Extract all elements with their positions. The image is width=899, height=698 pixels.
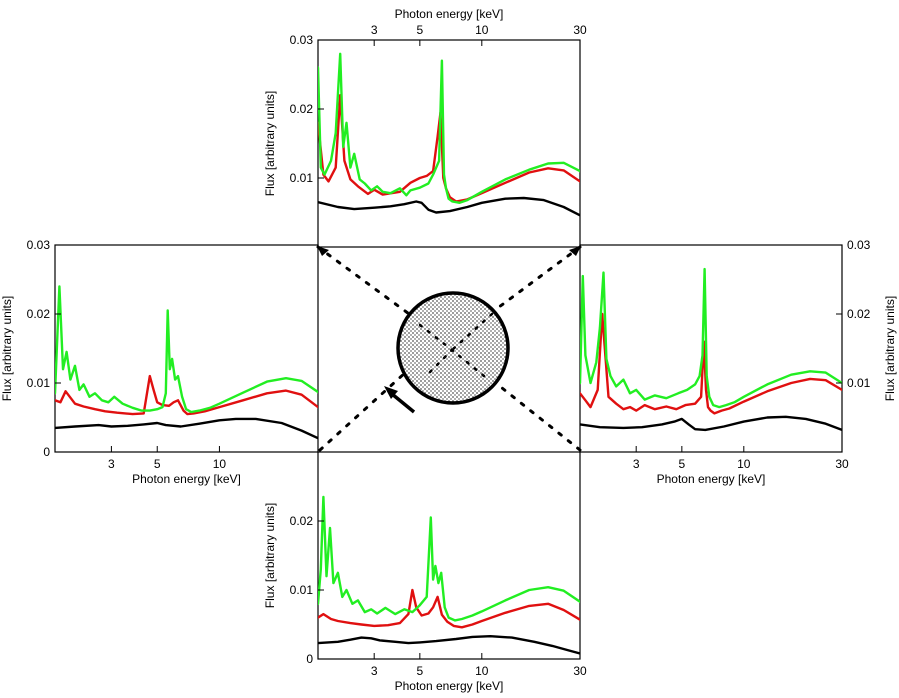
series-line-black [55, 417, 318, 440]
series-line-black [580, 415, 842, 432]
series-line-black [318, 196, 580, 217]
projection-line-bottom-left [318, 370, 408, 452]
projection-line-top-right [493, 245, 582, 312]
x-tick-label: 3 [633, 457, 640, 471]
x-tick-label: 30 [573, 664, 587, 678]
y-tick-label: 0.03 [847, 238, 871, 252]
x-tick-label: 10 [737, 457, 751, 471]
x-tick-label: 5 [154, 457, 161, 471]
center-diagram [316, 245, 582, 452]
series-line-black [318, 635, 580, 655]
series-line-red [318, 94, 580, 203]
x-tick-label: 10 [475, 23, 489, 37]
arrow-tips [317, 246, 581, 256]
y-axis-title: Flux [arbitrary units] [263, 503, 277, 608]
panel-right: 3 5 10 30 Photon energy [keV] 0.01 0.02 0.03 Flu… [579, 238, 897, 486]
panel-bottom: 3 5 10 30 Photon energy [keV] 0 0.01 0.02 Flux [… [263, 451, 587, 693]
series-line-green [318, 52, 580, 204]
y-tick-label: 0.01 [27, 376, 51, 390]
series-group [318, 52, 580, 217]
y-tick-label: 0.01 [847, 376, 871, 390]
panel-top: 3 5 10 30 Photon energy [keV] 0.01 0.02 0.03 Flu… [263, 7, 587, 248]
x-tick-label: 30 [573, 23, 587, 37]
x-tick-label: 30 [835, 457, 849, 471]
y-tick-label: 0 [43, 445, 50, 459]
x-tick-label: 3 [371, 664, 378, 678]
plot-frame [54, 244, 319, 453]
projection-line-top-left [316, 245, 422, 324]
x-axis-title: Photon energy [keV] [132, 472, 241, 486]
incident-arrow [384, 386, 416, 414]
y-axis-title: Flux [arbitrary units] [0, 296, 14, 401]
series-line-green [55, 285, 318, 414]
y-tick-label: 0.01 [290, 171, 314, 185]
plot-frame [317, 39, 581, 248]
plot-frame [579, 244, 843, 453]
x-axis-title: Photon energy [keV] [657, 472, 766, 486]
x-tick-label: 5 [417, 664, 424, 678]
arrow-tip-top-right [569, 246, 581, 256]
series-line-green [580, 267, 842, 409]
y-tick-label: 0.01 [290, 583, 314, 597]
x-tick-label: 3 [371, 23, 378, 37]
projection-lines [316, 245, 582, 452]
x-tick-label: 5 [417, 23, 424, 37]
disk-inner-lines [418, 312, 494, 378]
y-tick-label: 0.02 [290, 514, 314, 528]
series-line-red [580, 312, 842, 415]
series-group [318, 495, 580, 655]
arrow-tip-top-left [317, 246, 329, 256]
y-axis-title: Flux [arbitrary units] [883, 296, 897, 401]
y-axis-title: Flux [arbitrary units] [263, 91, 277, 196]
y-tick-label: 0.03 [27, 238, 51, 252]
y-tick-label: 0.02 [290, 102, 314, 116]
plot-frame [317, 451, 581, 660]
x-tick-label: 10 [213, 457, 227, 471]
y-tick-label: 0.03 [290, 33, 314, 47]
series-group [580, 267, 842, 432]
y-tick-label: 0.02 [27, 307, 51, 321]
x-tick-label: 10 [475, 664, 489, 678]
x-axis-title: Photon energy [keV] [395, 679, 504, 693]
series-group [55, 285, 318, 440]
y-tick-label: 0.02 [847, 307, 871, 321]
series-line-red [318, 588, 580, 629]
series-line-green [318, 495, 580, 622]
x-tick-label: 5 [679, 457, 686, 471]
y-tick-label: 0 [306, 652, 313, 666]
projection-line-bottom-right [490, 378, 582, 452]
x-axis-title: Photon energy [keV] [395, 7, 504, 21]
x-tick-label: 3 [108, 457, 115, 471]
